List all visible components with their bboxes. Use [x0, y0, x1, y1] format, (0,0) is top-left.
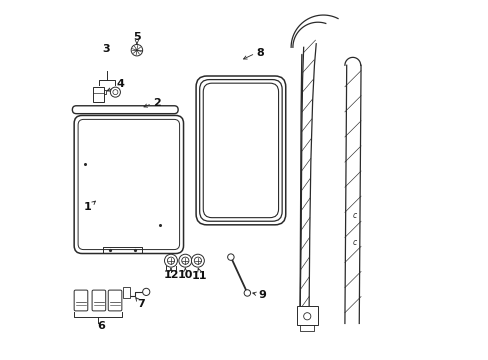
- Bar: [93, 87, 103, 102]
- Text: 1: 1: [83, 202, 91, 212]
- FancyBboxPatch shape: [78, 120, 179, 249]
- Circle shape: [110, 87, 120, 97]
- Text: 2: 2: [152, 98, 160, 108]
- Circle shape: [164, 254, 177, 267]
- FancyBboxPatch shape: [196, 76, 285, 225]
- Circle shape: [179, 254, 191, 267]
- Text: 12: 12: [163, 270, 179, 280]
- Circle shape: [191, 254, 204, 267]
- Bar: [123, 287, 130, 298]
- Text: 11: 11: [191, 271, 207, 281]
- Circle shape: [244, 290, 250, 296]
- Circle shape: [303, 313, 310, 320]
- Text: 4: 4: [117, 79, 124, 89]
- Circle shape: [142, 288, 149, 296]
- Text: 7: 7: [137, 299, 145, 309]
- Text: 10: 10: [177, 270, 193, 280]
- FancyBboxPatch shape: [203, 83, 278, 218]
- FancyBboxPatch shape: [108, 290, 122, 311]
- Circle shape: [227, 254, 234, 260]
- Circle shape: [167, 257, 174, 264]
- FancyBboxPatch shape: [74, 290, 88, 311]
- Text: 6: 6: [97, 321, 105, 331]
- Text: 9: 9: [258, 290, 265, 300]
- FancyBboxPatch shape: [92, 290, 105, 311]
- Circle shape: [131, 44, 142, 56]
- FancyBboxPatch shape: [74, 116, 183, 253]
- Text: c: c: [352, 211, 356, 220]
- Text: 8: 8: [256, 48, 264, 58]
- Circle shape: [182, 257, 188, 264]
- Circle shape: [113, 90, 118, 95]
- Text: c: c: [352, 238, 356, 247]
- FancyBboxPatch shape: [199, 80, 282, 221]
- Circle shape: [194, 257, 201, 264]
- Text: 3: 3: [102, 44, 110, 54]
- Bar: [296, 306, 317, 325]
- FancyBboxPatch shape: [72, 106, 178, 114]
- Text: 5: 5: [133, 32, 141, 41]
